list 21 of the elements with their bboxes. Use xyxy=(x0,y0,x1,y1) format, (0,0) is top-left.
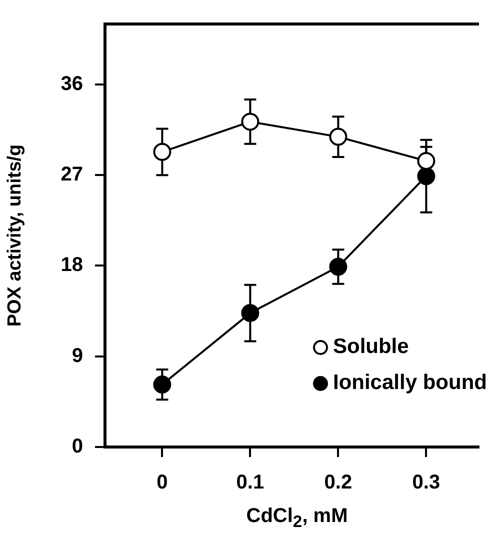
point xyxy=(153,376,172,394)
x-tick-label: 0.3 xyxy=(412,472,440,494)
point xyxy=(153,142,172,161)
y-tick-label: 0 xyxy=(72,436,83,458)
x-tick-label: 0 xyxy=(156,472,168,494)
point xyxy=(329,258,348,276)
point xyxy=(417,152,436,170)
legend-label: Ionically bound xyxy=(332,371,487,395)
point xyxy=(417,167,436,186)
point xyxy=(241,112,260,131)
y-tick-label: 36 xyxy=(60,72,83,95)
y-tick-label: 27 xyxy=(60,164,83,186)
y-tick-label: 18 xyxy=(60,254,83,276)
x-axis-title: CdCl$_{2}$, mM xyxy=(245,505,349,532)
legend-label: Soluble xyxy=(332,335,409,359)
point xyxy=(241,304,260,322)
x-tick-label: 0.1 xyxy=(236,472,264,494)
x-tick-label: 0.2 xyxy=(324,472,352,494)
y-axis-title: POX activity, units/g xyxy=(4,144,26,327)
point xyxy=(329,128,348,146)
y-tick-label: 9 xyxy=(72,344,83,367)
